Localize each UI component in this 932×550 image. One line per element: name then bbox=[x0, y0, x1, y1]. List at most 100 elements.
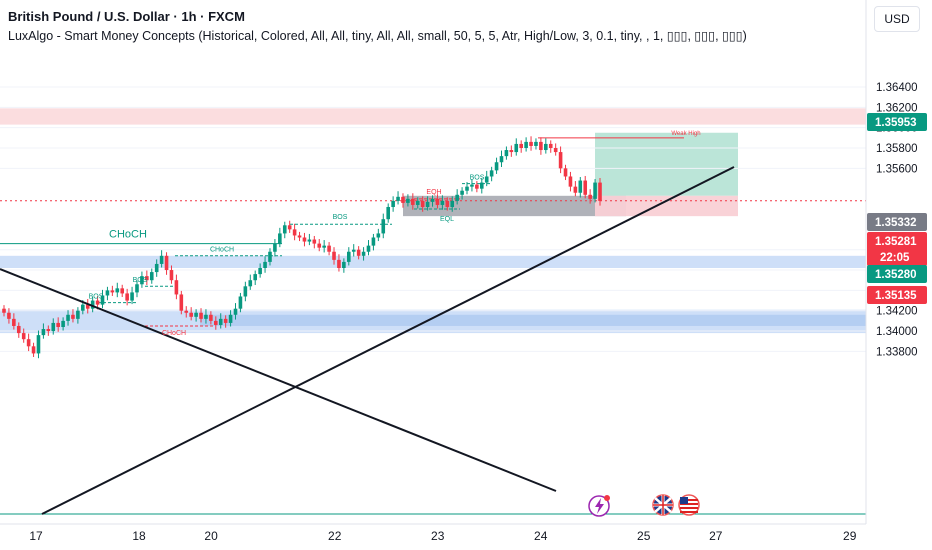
candle bbox=[223, 315, 228, 328]
candle-body bbox=[81, 304, 85, 311]
candle-body bbox=[7, 312, 11, 319]
candle-body bbox=[209, 314, 213, 321]
candle bbox=[484, 170, 489, 187]
us-flag-event-icon[interactable] bbox=[678, 494, 700, 516]
candle-body bbox=[21, 333, 26, 340]
candle bbox=[479, 178, 484, 194]
candle-body bbox=[140, 276, 144, 285]
candle-body bbox=[258, 268, 262, 275]
candle-body bbox=[228, 314, 233, 323]
price-tag-box bbox=[867, 113, 927, 131]
candle bbox=[41, 323, 46, 339]
candle bbox=[583, 175, 588, 199]
candle-body bbox=[460, 190, 464, 195]
candle bbox=[179, 290, 184, 315]
indicator-legend[interactable]: LuxAlgo - Smart Money Concepts (Historic… bbox=[8, 29, 747, 43]
candle-body bbox=[445, 200, 450, 207]
candle bbox=[588, 189, 592, 204]
candle bbox=[238, 292, 243, 313]
candle-body bbox=[31, 346, 36, 354]
candle bbox=[342, 258, 346, 273]
candle-body bbox=[233, 308, 238, 315]
candle bbox=[76, 307, 80, 324]
price-tick-label: 1.35600 bbox=[876, 163, 918, 175]
candle bbox=[312, 235, 317, 249]
candle bbox=[381, 213, 386, 239]
candle-body bbox=[307, 239, 312, 242]
candle-body bbox=[105, 290, 110, 296]
candle bbox=[130, 286, 134, 305]
price-tag-box bbox=[867, 232, 927, 266]
candle bbox=[46, 325, 51, 336]
candle bbox=[465, 182, 469, 195]
candle-body bbox=[539, 141, 543, 151]
lightning-event-icon[interactable] bbox=[588, 495, 610, 517]
candle bbox=[199, 308, 203, 323]
candle bbox=[494, 157, 499, 174]
candle-body bbox=[56, 322, 60, 327]
candle bbox=[204, 309, 208, 324]
candle-body bbox=[455, 194, 459, 201]
candle-body bbox=[238, 296, 243, 309]
candle bbox=[263, 256, 267, 273]
candle bbox=[66, 310, 70, 326]
candle-body bbox=[115, 288, 120, 293]
candle bbox=[346, 247, 351, 266]
candle bbox=[519, 140, 523, 153]
price-tick-label: 1.36200 bbox=[876, 102, 918, 114]
candle-body bbox=[450, 200, 455, 207]
candle-body bbox=[366, 245, 371, 252]
candle bbox=[337, 254, 341, 272]
candle bbox=[268, 248, 272, 266]
candle-body bbox=[26, 339, 31, 347]
zone-demand bbox=[0, 255, 866, 269]
candle-body bbox=[204, 314, 208, 319]
candle bbox=[351, 244, 356, 257]
price-tag-label: 1.35281 bbox=[875, 236, 917, 248]
candle-body bbox=[346, 251, 351, 262]
candle-body bbox=[179, 294, 184, 311]
price-tag: 1.35135 bbox=[867, 286, 927, 304]
candle-body bbox=[514, 143, 519, 153]
candle bbox=[332, 247, 336, 265]
stop-loss-zone bbox=[595, 195, 738, 217]
candle bbox=[31, 342, 36, 357]
candle-body bbox=[411, 198, 415, 205]
candle bbox=[61, 317, 65, 331]
candle bbox=[371, 233, 376, 251]
candle bbox=[529, 136, 533, 151]
bos-label-4: BOS bbox=[470, 175, 485, 182]
candle bbox=[149, 268, 154, 284]
currency-button[interactable]: USD bbox=[874, 6, 920, 32]
structure-layer bbox=[0, 137, 684, 327]
candle-body bbox=[563, 168, 568, 177]
candle-body bbox=[489, 170, 494, 177]
candle-body bbox=[76, 310, 80, 319]
candle-body bbox=[499, 156, 504, 163]
uk-flag-event-icon[interactable] bbox=[652, 494, 674, 516]
candle-body bbox=[199, 312, 203, 319]
candle bbox=[248, 274, 253, 290]
smc-labels-layer: CHoCH CHoCH CHoCH BOS BOS BOS BOS EQH EQL Weak Hi… bbox=[89, 131, 701, 337]
candle-body bbox=[470, 184, 474, 187]
candle bbox=[401, 193, 405, 208]
candle-body bbox=[16, 325, 21, 334]
price-tag-label: 1.35280 bbox=[875, 269, 917, 281]
candle-body bbox=[465, 186, 469, 191]
candle bbox=[317, 239, 322, 252]
candle bbox=[548, 140, 553, 153]
candle-body bbox=[425, 201, 430, 207]
candle bbox=[71, 309, 75, 323]
candle bbox=[366, 240, 371, 256]
candle bbox=[440, 195, 445, 210]
candle-body bbox=[558, 152, 563, 169]
candles-layer bbox=[2, 136, 602, 359]
candle-body bbox=[159, 255, 164, 264]
candle bbox=[396, 191, 400, 205]
candle-body bbox=[401, 196, 405, 203]
candle-body bbox=[509, 150, 514, 153]
candle bbox=[578, 176, 583, 198]
candle bbox=[499, 150, 504, 168]
candle-body bbox=[130, 292, 134, 301]
